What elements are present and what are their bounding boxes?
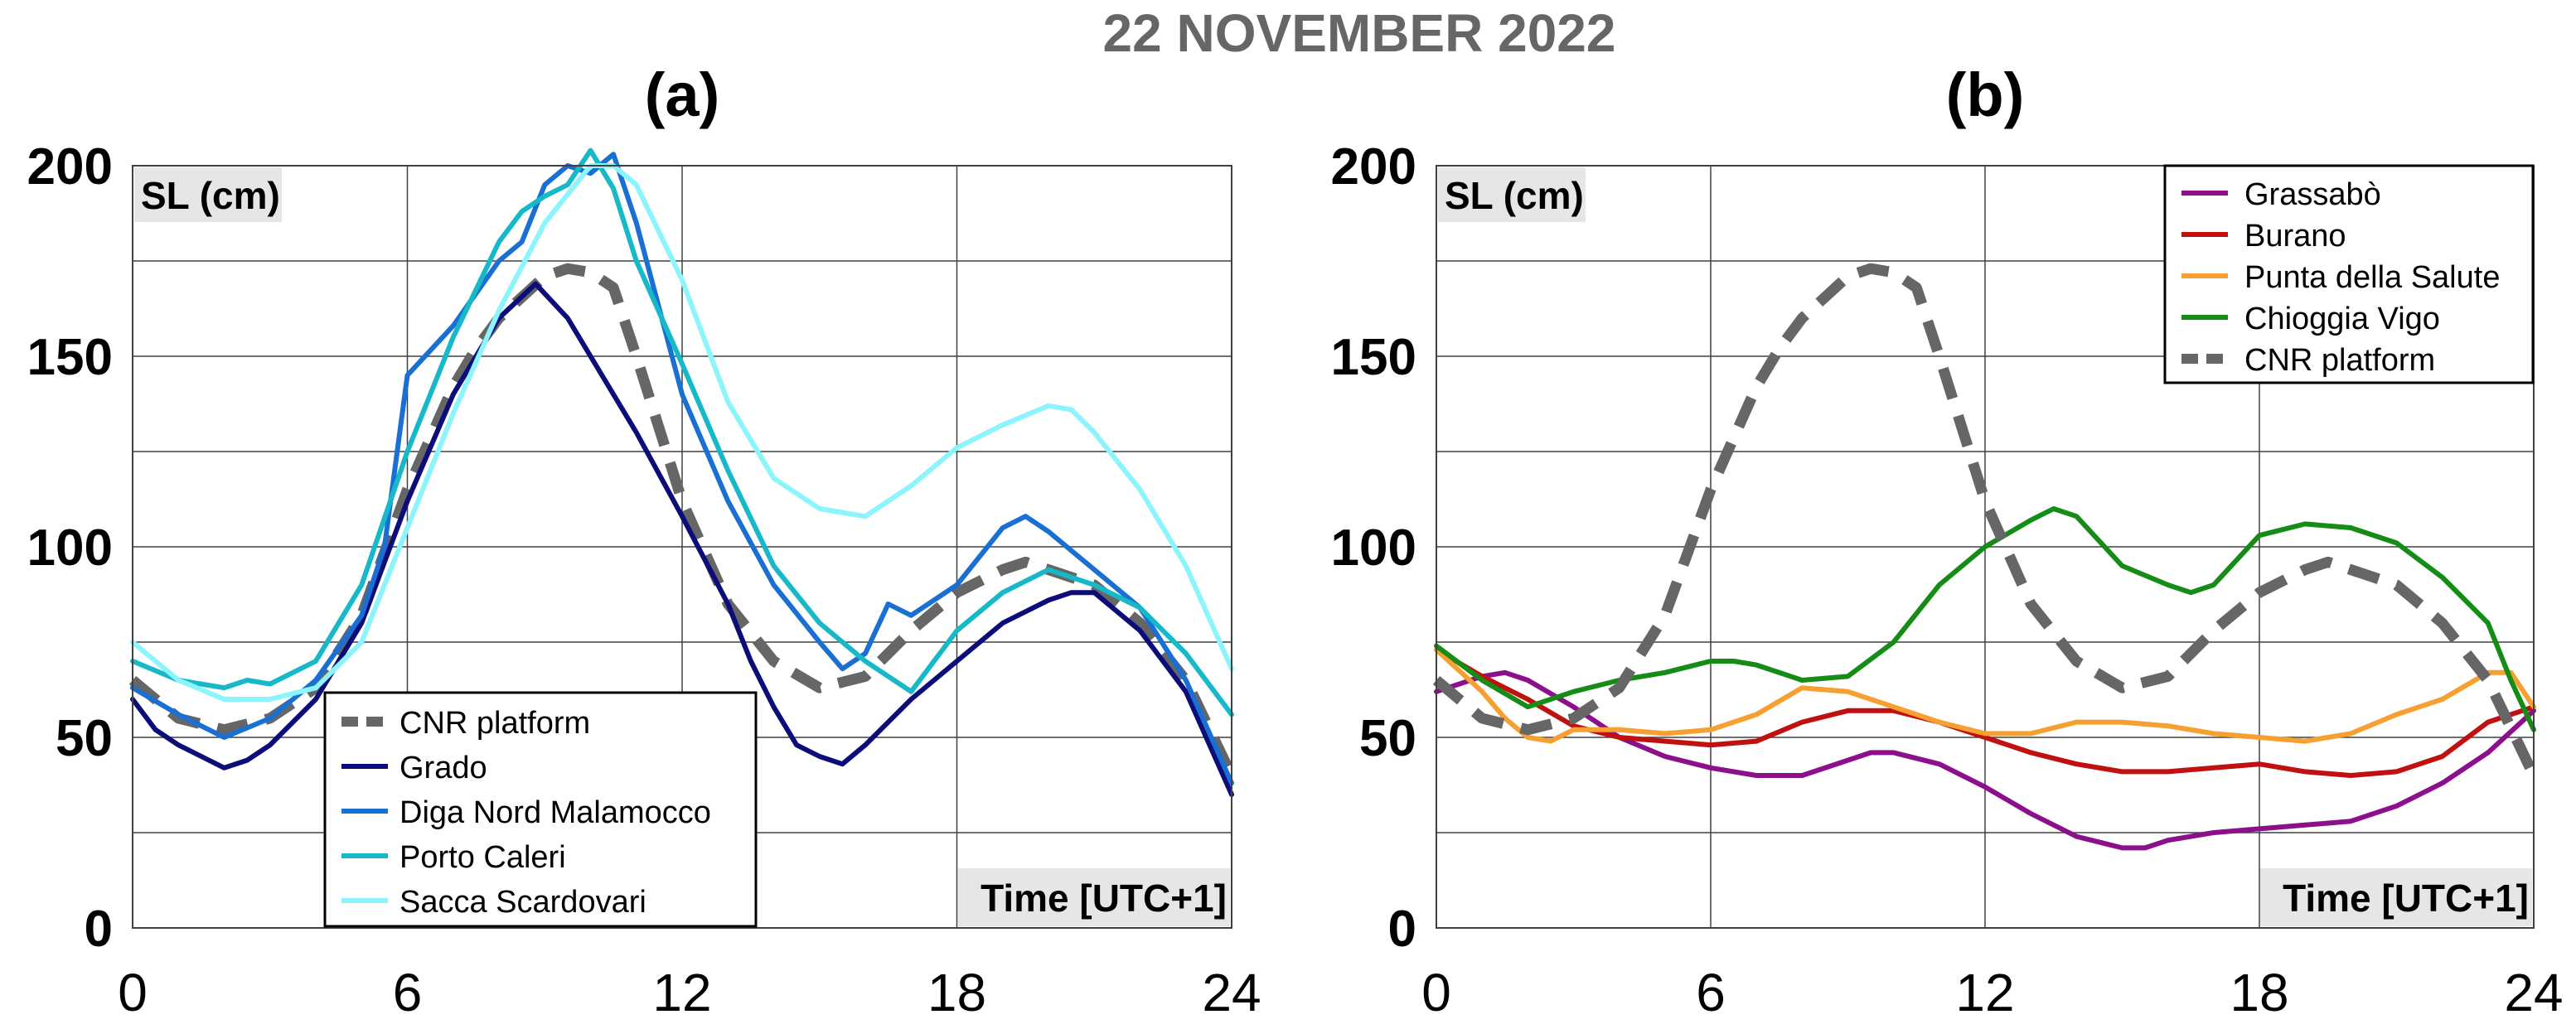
- chart-panel-b: SL (cm) Time [UTC+1] 0 50 100 150 200 0 6 12 18 24 (…: [1331, 60, 2564, 1022]
- xlabel-background: [958, 868, 1230, 926]
- x-tick-label: 0: [1421, 963, 1451, 1022]
- y-tick-label: 200: [27, 138, 113, 196]
- figure-title: 22 NOVEMBER 2022: [1103, 3, 1616, 63]
- series-line: [1434, 647, 2536, 778]
- series-line: [130, 147, 1234, 717]
- x-tick-label: 18: [2230, 963, 2288, 1022]
- x-tick-label: 6: [1696, 963, 1726, 1022]
- y-tick-label: 100: [27, 519, 113, 577]
- series-line: [1432, 263, 2539, 778]
- legend: Grassabò Burano Punta della Salute Chioggia…: [2163, 164, 2535, 384]
- y-tick-label: 50: [56, 710, 113, 767]
- legend-entry: Burano: [2244, 219, 2346, 254]
- legend: CNR platform Grado Diga Nord Malamocco Port…: [323, 691, 758, 928]
- legend-entry: Porto Caleri: [399, 840, 566, 875]
- y-axis-label: SL (cm): [1445, 174, 1584, 217]
- chart-panel-a: SL (cm) Time [UTC+1] 0 50 100 150 200 0 6 12 18 24 (…: [27, 60, 1261, 1022]
- y-tick-label: 100: [1331, 519, 1416, 577]
- ylabel-background: [1438, 167, 1586, 222]
- ylabel-background: [134, 167, 282, 222]
- y-tick-label: 50: [1359, 710, 1416, 767]
- legend-entry: CNR platform: [2244, 343, 2435, 378]
- legend-entry: CNR platform: [399, 706, 590, 741]
- legend-entry: Diga Nord Malamocco: [399, 795, 711, 830]
- legend-entry: Chioggia Vigo: [2244, 302, 2440, 336]
- series-line: [1434, 647, 2536, 744]
- panel-label: (b): [1946, 60, 2025, 129]
- legend-entry: Grassabò: [2244, 177, 2381, 212]
- y-axis-label: SL (cm): [141, 174, 280, 217]
- series-line: [1434, 506, 2536, 732]
- x-axis-label: Time [UTC+1]: [981, 877, 1227, 920]
- legend-entry: Punta della Salute: [2244, 260, 2500, 295]
- series-line: [1434, 669, 2536, 851]
- x-tick-label: 0: [118, 963, 148, 1022]
- x-tick-label: 18: [927, 963, 986, 1022]
- x-axis-label: Time [UTC+1]: [2283, 877, 2529, 920]
- y-tick-label: 150: [27, 329, 113, 386]
- x-tick-label: 6: [393, 963, 423, 1022]
- plot-frame: [1436, 165, 2535, 929]
- y-tick-label: 0: [85, 901, 113, 958]
- series-line: [130, 281, 1234, 797]
- legend-frame: [323, 691, 758, 928]
- y-tick-label: 0: [1388, 901, 1416, 958]
- plot-frame: [132, 165, 1232, 929]
- x-tick-label: 24: [1202, 963, 1261, 1022]
- legend-entry: Grado: [399, 751, 487, 785]
- panel-label: (a): [645, 60, 719, 129]
- x-tick-label: 24: [2504, 963, 2563, 1022]
- y-tick-label: 150: [1331, 329, 1416, 386]
- x-tick-label: 12: [652, 963, 711, 1022]
- series-line: [130, 163, 1234, 702]
- xlabel-background: [2260, 868, 2532, 926]
- x-tick-label: 12: [1955, 963, 2014, 1022]
- y-tick-label: 200: [1331, 138, 1416, 196]
- legend-entry: Sacca Scardovari: [399, 885, 646, 920]
